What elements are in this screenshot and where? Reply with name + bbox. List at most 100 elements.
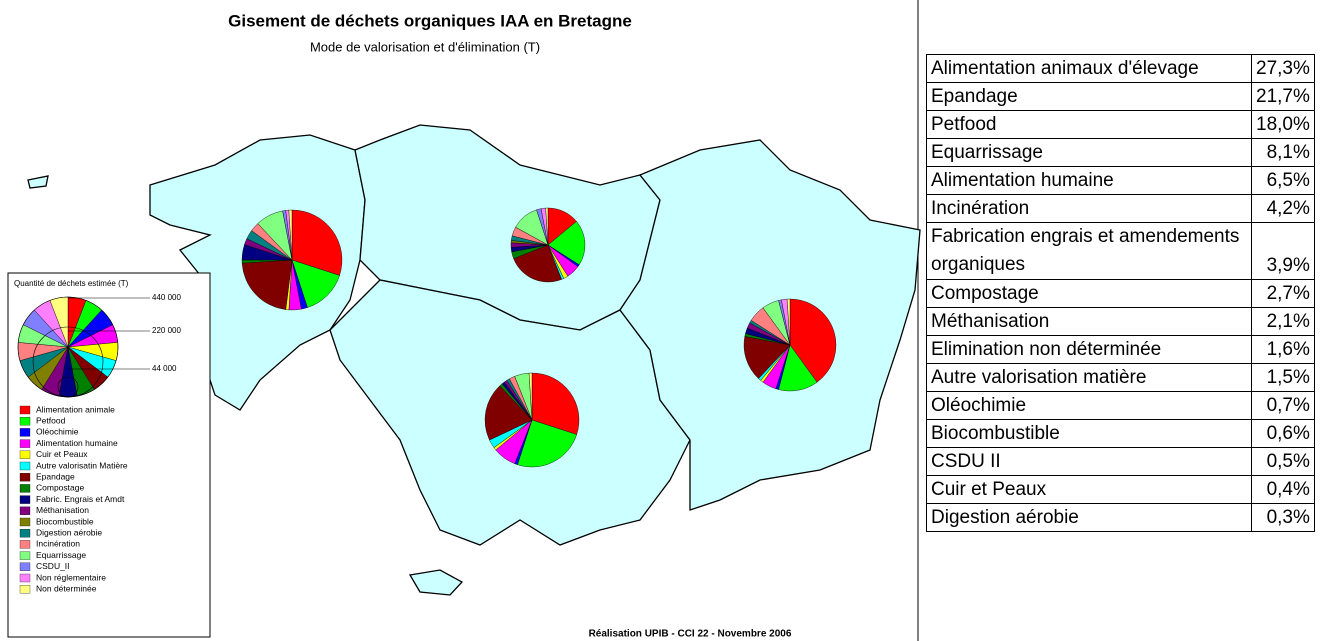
label-cell: Incinération [926, 194, 1252, 223]
legend-swatch [19, 506, 31, 515]
legend-swatch [19, 473, 31, 482]
legend-label: Oléochimie [36, 427, 79, 437]
label-cell: Equarrissage [926, 138, 1252, 167]
label-cell: Biocombustible [926, 419, 1252, 448]
legend-label: Non réglementaire [36, 572, 106, 582]
credit: Réalisation UPIB - CCI 22 - Novembre 200… [589, 629, 792, 640]
size-label: 440 000 [152, 293, 181, 302]
island [27, 175, 49, 189]
legend-label: Biocombustible [36, 516, 94, 526]
share-cell: 1,6% [1251, 335, 1315, 364]
size-circle [57, 376, 79, 398]
label-cell: Epandage [926, 82, 1252, 111]
share-cell: 1,5% [1251, 363, 1315, 392]
legend-label: Epandage [36, 471, 75, 481]
share-cell: 4,2% [1251, 194, 1315, 223]
label-cell: Digestion aérobie [926, 503, 1252, 532]
label-cell: Cuir et Peaux [926, 475, 1252, 504]
legend-swatch [19, 461, 31, 471]
table-row: Cuir et Peaux 0,4% [926, 475, 1315, 504]
legend-swatch [19, 529, 31, 538]
label-cell: Compostage [926, 279, 1252, 308]
label-cell: Elimination non déterminée [926, 335, 1252, 364]
share-cell: 0,5% [1251, 447, 1315, 476]
share-cell: 0,7% [1251, 391, 1315, 420]
table-row: Epandage 21,7% [926, 82, 1315, 111]
legend-swatch [19, 405, 31, 415]
pie-slice [789, 298, 837, 383]
share-cell: 27,3% [1251, 54, 1315, 83]
legend-swatch [19, 495, 31, 504]
size-label: 44 000 [152, 364, 177, 373]
table-row: Oléochimie 0,7% [926, 391, 1315, 420]
pie-slice [528, 372, 533, 421]
pie-slice [513, 244, 562, 283]
legend-label: Cuir et Peaux [36, 449, 88, 459]
legend-swatch [19, 450, 31, 459]
share-cell: 8,1% [1251, 138, 1315, 167]
legend-label: Petfood [36, 415, 66, 425]
share-cell: 0,6% [1251, 419, 1315, 448]
table-row: Petfood 18,0% [926, 110, 1315, 139]
legend-title: Quantité de déchets estimée (T) [14, 279, 129, 288]
table-row: Digestion aérobie 0,3% [926, 503, 1315, 532]
table-row: Fabrication engrais et amendements organ… [926, 222, 1315, 280]
pie-slice [484, 385, 533, 441]
share-cell: 2,1% [1251, 307, 1315, 336]
table-row: Equarrissage 8,1% [926, 138, 1315, 167]
label-cell: CSDU II [926, 447, 1252, 476]
label-cell: Fabrication engrais et amendements organ… [926, 222, 1252, 280]
legend-label: Autre valorisatin Matière [36, 460, 128, 470]
table-row: CSDU II 0,5% [926, 447, 1315, 476]
title: Gisement de déchets organiques IAA en Br… [228, 11, 632, 30]
label-cell: Oléochimie [926, 391, 1252, 420]
legend-swatch [19, 585, 31, 594]
pie-slice [291, 209, 343, 276]
table-row: Alimentation humaine 6,5% [926, 166, 1315, 195]
pie-slice [241, 259, 293, 310]
pie-slice [517, 419, 577, 468]
pie-slice [288, 209, 293, 261]
legend-label: CSDU_II [36, 561, 70, 571]
share-cell: 21,7% [1251, 82, 1315, 111]
legend-swatch [19, 417, 31, 426]
legend-swatch [19, 551, 31, 560]
table-row: Elimination non déterminée 1,6% [926, 335, 1315, 364]
label-cell: Alimentation animaux d'élevage [926, 54, 1252, 83]
legend-swatch [19, 517, 31, 527]
share-cell: 18,0% [1251, 110, 1315, 139]
pie-slice [545, 207, 549, 246]
legend-swatch [19, 562, 31, 571]
table-row: Biocombustible 0,6% [926, 419, 1315, 448]
table-row: Incinération 4,2% [926, 194, 1315, 223]
pie-slice [786, 298, 791, 346]
legend-label: Alimentation humaine [36, 438, 118, 448]
share-cell: 0,3% [1251, 503, 1315, 532]
share-cell: 2,7% [1251, 279, 1315, 308]
share-cell: 6,5% [1251, 166, 1315, 195]
legend-label: Fabric. Engrais et Amdt [36, 494, 125, 504]
table-row: Méthanisation 2,1% [926, 307, 1315, 336]
share-table: Alimentation animaux d'élevage 27,3% Epand… [926, 54, 1315, 532]
legend-label: Alimentation animale [36, 404, 115, 414]
label-cell: Alimentation humaine [926, 166, 1252, 195]
legend-swatch [19, 428, 31, 437]
pie-slice [743, 336, 791, 379]
legend-label: Non déterminée [36, 583, 97, 593]
size-label: 220 000 [152, 326, 181, 335]
label-cell: Petfood [926, 110, 1252, 139]
table-row: Compostage 2,7% [926, 279, 1315, 308]
legend-label: Incinération [36, 539, 80, 549]
legend-swatch [19, 573, 31, 583]
pie-slice [531, 372, 580, 435]
subtitle: Mode de valorisation et d'élimination (T… [310, 39, 540, 54]
pie-slice [547, 221, 586, 266]
legend-swatch [19, 439, 31, 448]
legend-swatch [19, 540, 31, 549]
legend-label: Equarrissage [36, 550, 86, 560]
legend-label: Digestion aérobie [36, 527, 102, 537]
label-cell: Méthanisation [926, 307, 1252, 336]
share-cell: 3,9% [1251, 222, 1315, 280]
legend-label: Méthanisation [36, 505, 89, 515]
